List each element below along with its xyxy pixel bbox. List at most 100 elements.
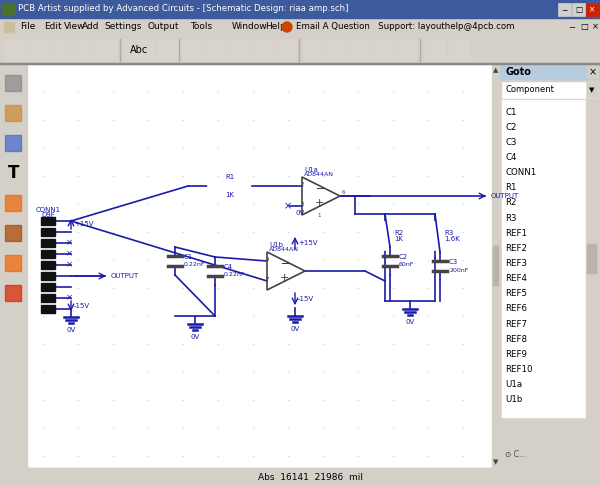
Text: ▲: ▲ (493, 67, 499, 73)
Bar (2, 160, 26, 186)
Text: ─: ─ (569, 22, 575, 32)
Text: 1: 1 (317, 213, 320, 218)
Text: +: + (314, 198, 324, 208)
Text: Settings: Settings (104, 22, 142, 32)
Bar (0, 0, 600, 18)
Text: U1b: U1b (269, 242, 283, 248)
Bar (41, 272, 55, 280)
Text: REF6: REF6 (505, 304, 527, 313)
Bar (326, 39, 348, 61)
Bar (586, 82, 598, 98)
Text: -15V: -15V (298, 296, 314, 302)
Text: File: File (20, 22, 35, 32)
Bar (378, 222, 392, 250)
Bar (41, 239, 55, 247)
Text: C3: C3 (505, 138, 517, 147)
Bar (0, 18, 600, 36)
Text: 1.6K: 1.6K (444, 236, 460, 242)
Bar (0, 63, 600, 64)
Text: ▶: ▶ (484, 474, 490, 480)
Text: ×: × (65, 260, 73, 270)
Text: D9F: D9F (41, 212, 55, 218)
Text: T: T (8, 164, 20, 182)
Text: View: View (64, 22, 86, 32)
Bar (230, 469, 290, 483)
Bar (41, 217, 55, 225)
Text: 4: 4 (266, 257, 269, 262)
Bar (2, 250, 26, 276)
Text: Abs  16141  21986  mil: Abs 16141 21986 mil (257, 472, 362, 482)
Bar (372, 39, 394, 61)
Text: C1: C1 (505, 107, 517, 117)
Bar (2, 100, 26, 126)
Text: Output: Output (148, 22, 179, 32)
Bar (4, 22, 14, 32)
Text: ×: × (589, 5, 596, 14)
Text: ×: × (284, 201, 292, 211)
Bar (502, 100, 586, 418)
Text: 0.22nF: 0.22nF (224, 273, 245, 278)
Text: -15V: -15V (74, 303, 90, 309)
Text: ×: × (592, 22, 599, 32)
Bar (124, 39, 154, 61)
Text: Abc: Abc (130, 45, 148, 55)
Text: ▼: ▼ (493, 459, 499, 465)
Text: 0V: 0V (406, 319, 415, 325)
Text: Help: Help (265, 22, 286, 32)
Bar (586, 3, 599, 16)
Text: OUTPUT: OUTPUT (491, 193, 519, 199)
Text: 1K: 1K (226, 192, 235, 198)
Bar (41, 294, 55, 302)
Bar (303, 39, 325, 61)
Text: 1K: 1K (394, 236, 403, 242)
Text: 200nF: 200nF (449, 267, 469, 273)
Bar (228, 39, 250, 61)
Text: C1: C1 (184, 254, 193, 260)
Text: Email A Question   Support: layouthelp@4pcb.com: Email A Question Support: layouthelp@4pc… (296, 22, 515, 32)
Bar (586, 100, 598, 418)
Bar (205, 39, 227, 61)
Text: R1: R1 (505, 183, 517, 192)
Text: 0V: 0V (67, 327, 76, 333)
Bar (5, 195, 21, 211)
Text: 0V: 0V (290, 326, 299, 332)
Text: 6: 6 (342, 190, 346, 195)
Text: C2: C2 (399, 254, 408, 260)
Text: REF2: REF2 (505, 244, 527, 253)
Text: 0V: 0V (190, 334, 200, 340)
Text: C4: C4 (505, 153, 517, 162)
Text: 2: 2 (301, 182, 305, 187)
Text: REF4: REF4 (505, 274, 527, 283)
Bar (492, 64, 500, 468)
Text: ×: × (65, 294, 73, 302)
Text: R2: R2 (505, 198, 517, 208)
Text: Add: Add (82, 22, 100, 32)
Text: CONN1: CONN1 (35, 207, 61, 213)
Bar (2, 190, 26, 216)
Text: R1: R1 (226, 174, 235, 180)
Text: 60nF: 60nF (399, 262, 415, 267)
Bar (28, 64, 492, 468)
Text: R3: R3 (444, 230, 453, 236)
Bar (28, 468, 492, 486)
Text: Goto: Goto (505, 67, 531, 77)
Text: ×: × (65, 239, 73, 247)
Text: U1a: U1a (304, 167, 318, 173)
Text: +: + (280, 273, 289, 283)
Bar (505, 422, 523, 440)
Bar (251, 39, 273, 61)
Text: C3: C3 (449, 259, 458, 265)
Bar (5, 105, 21, 121)
Text: ◀: ◀ (31, 474, 35, 480)
Text: ×: × (589, 67, 597, 77)
Bar (448, 39, 470, 61)
Bar (5, 135, 21, 151)
Bar (587, 244, 597, 274)
Bar (182, 39, 204, 61)
Text: CONN1: CONN1 (505, 168, 536, 177)
Text: □: □ (575, 5, 582, 14)
Bar (395, 39, 417, 61)
Bar (3, 39, 25, 61)
Text: Edit: Edit (44, 22, 62, 32)
Text: 7: 7 (266, 277, 269, 282)
